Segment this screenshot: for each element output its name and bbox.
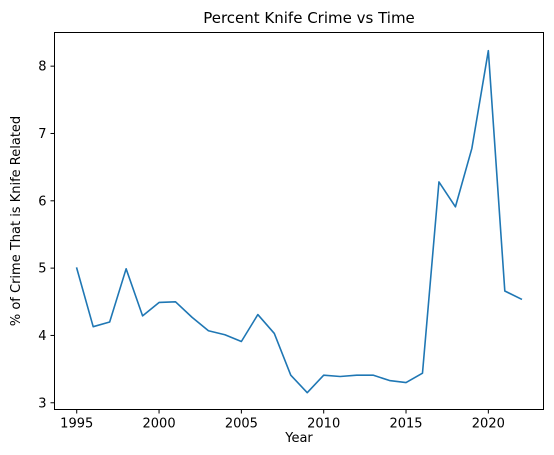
- chart-title: Percent Knife Crime vs Time: [203, 9, 415, 27]
- x-axis-label: Year: [284, 431, 313, 446]
- x-tick-label: 2020: [472, 417, 505, 432]
- y-tick-label: 5: [38, 262, 46, 277]
- y-axis-label: % of Crime That is Knife Related: [9, 116, 24, 326]
- x-tick-label: 2005: [225, 417, 258, 432]
- y-tick-label: 3: [38, 396, 46, 411]
- plot-area: [75, 49, 523, 394]
- y-tick-label: 4: [38, 329, 46, 344]
- series-line: [75, 49, 523, 394]
- x-tick-label: 2010: [307, 417, 340, 432]
- x-tick-label: 2000: [143, 417, 176, 432]
- y-tick-label: 6: [38, 194, 46, 209]
- x-tick-label: 2015: [389, 417, 422, 432]
- plot-frame: [54, 32, 544, 410]
- x-tick-label: 1995: [60, 417, 93, 432]
- y-tick-label: 8: [38, 60, 46, 75]
- axis-ticks: 1995 2000 2005 2010 2015 2020 3 4 5 6 7 8: [38, 60, 505, 432]
- y-tick-label: 7: [38, 127, 46, 142]
